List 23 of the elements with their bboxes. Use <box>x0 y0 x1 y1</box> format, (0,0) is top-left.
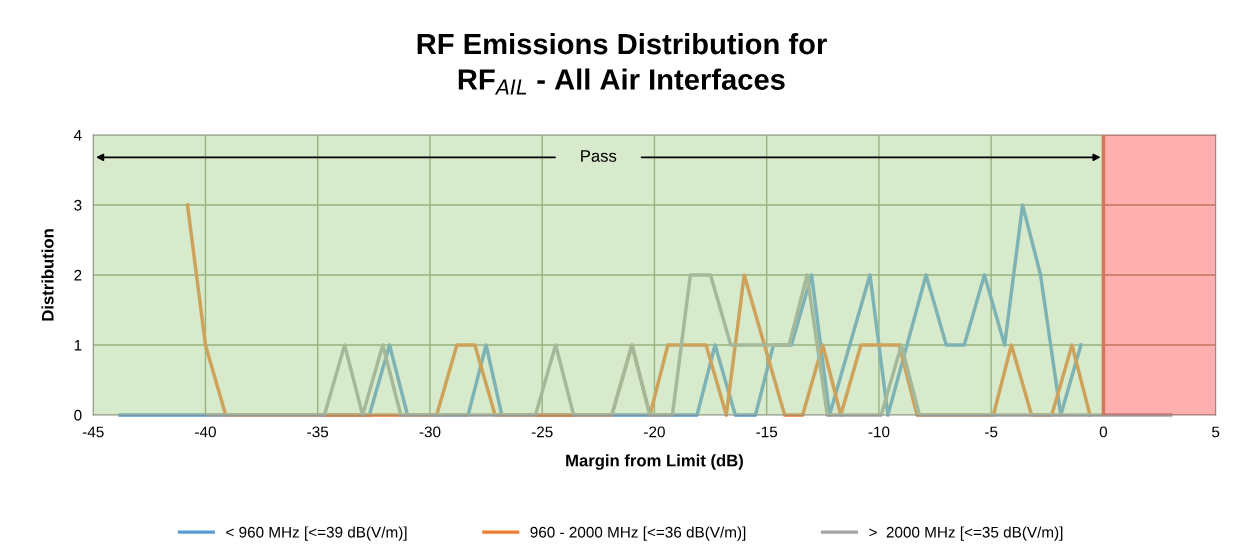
x-axis-title: Margin from Limit (dB) <box>566 454 743 470</box>
x-tick-label: -40 <box>195 426 216 438</box>
legend-label: > 2000 MHz [<=35 dB(V/m)] <box>869 526 1063 541</box>
y-tick-label: 2 <box>74 269 82 281</box>
x-tick-label: -15 <box>756 426 778 438</box>
x-tick-label: -35 <box>307 426 329 438</box>
y-axis-title: Distribution <box>41 229 54 321</box>
y-tick-label: 0 <box>74 409 82 421</box>
chart-title: RF Emissions Distribution for RF$_{AIL}$ - All Air Interfaces <box>417 32 827 95</box>
band-label: Pass <box>581 150 617 162</box>
x-tick-label: -20 <box>644 426 665 438</box>
legend-label: 960 - 2000 MHz [<=36 dB(V/m)] <box>530 526 746 541</box>
x-tick-label: 5 <box>1212 426 1220 438</box>
x-tick-label: -45 <box>82 426 104 438</box>
x-tick-label: 0 <box>1099 426 1108 438</box>
x-tick-label: -5 <box>985 426 998 438</box>
y-tick-label: 4 <box>73 129 82 141</box>
legend-label: < 960 MHz [<=39 dB(V/m)] <box>226 526 407 541</box>
y-tick-label: 3 <box>74 199 82 211</box>
x-tick-label: -10 <box>868 426 890 438</box>
x-tick-label: -30 <box>419 426 441 438</box>
y-tick-label: 1 <box>74 339 82 351</box>
x-tick-label: -25 <box>531 426 553 438</box>
